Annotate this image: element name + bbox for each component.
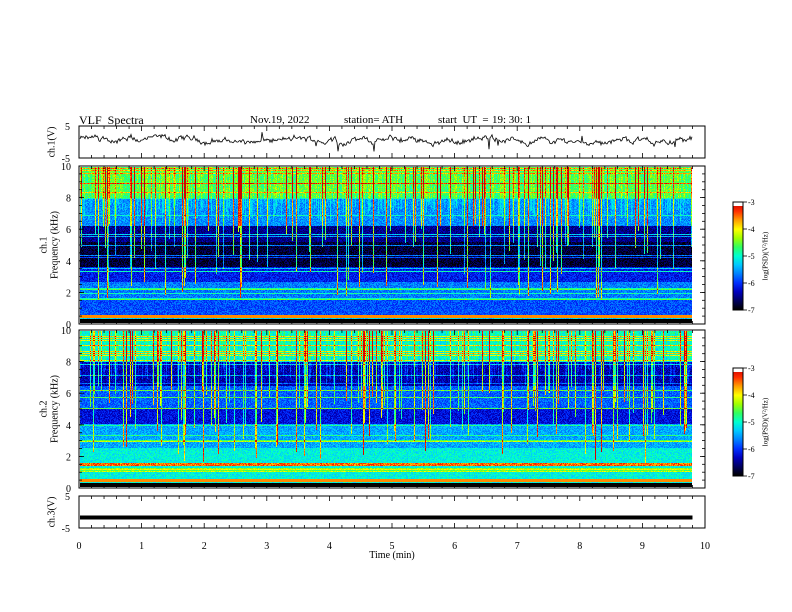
ch3-waveform-ytick-label: 5	[65, 492, 70, 503]
ch1-waveform-line	[79, 132, 693, 152]
x-tick-label: 9	[640, 541, 645, 552]
x-tick-label: 5	[390, 541, 395, 552]
ch3-waveform-ytick-label: -5	[62, 524, 70, 535]
ch2-spectrogram-ytick-label: 6	[66, 389, 71, 400]
x-tick-label: 0	[77, 541, 82, 552]
ch2-colorbar-tick-label: -3	[748, 364, 755, 373]
ch1-spectrogram-ytick-label: 4	[66, 257, 71, 268]
ch3-waveform-ylabel: ch.3(V)	[46, 497, 57, 528]
ch2-colorbar-tick-label: -6	[748, 445, 755, 454]
ch1-spectrogram-ytick-label: 2	[66, 288, 71, 299]
ch2-spectrogram-ytick-label: 0	[66, 484, 71, 495]
ch1-spectrogram-ylabel: Frequency (kHz)	[49, 211, 60, 279]
x-tick-label: 3	[264, 541, 269, 552]
ch1-colorbar-tick-label: -6	[748, 279, 755, 288]
ch1-colorbar-tick-label: -4	[748, 225, 755, 234]
x-tick-label: 6	[452, 541, 457, 552]
ch1-spectrogram-image	[80, 167, 692, 323]
ch1-spectrogram-ytick-label: 0	[66, 320, 71, 331]
ch1-colorbar-tick-label: -3	[748, 198, 755, 207]
ch1-spectrogram-frame	[78, 165, 706, 325]
ch2-spectrogram-ytick-label: 4	[66, 421, 71, 432]
ch2-spectrogram-ytick-label: 2	[66, 452, 71, 463]
ch1-colorbar	[733, 202, 743, 310]
ch2-colorbar-tick-label: -5	[748, 418, 755, 427]
x-tick-label: 4	[327, 541, 332, 552]
ch2-colorbar-frame	[732, 367, 744, 477]
ch2-colorbar-label: log(PSD)(V²/Hz)	[762, 397, 770, 446]
x-tick-label: 10	[700, 541, 710, 552]
ch1-colorbar-label: log(PSD)(V²/Hz)	[762, 231, 770, 280]
ch1-waveform-ylabel: ch.1(V)	[46, 127, 57, 158]
ch2-colorbar-tick-label: -4	[748, 391, 755, 400]
ch1-waveform-ytick-label: -5	[62, 154, 70, 165]
ch1-colorbar-tick-label: -7	[748, 306, 755, 315]
ch1-spectrogram-channel-label: ch.1	[38, 237, 49, 254]
x-tick-label: 8	[577, 541, 582, 552]
plot-title: VLF Spectra	[79, 113, 144, 127]
x-tick-label: 2	[202, 541, 207, 552]
ch1-waveform-ytick-label: 5	[65, 122, 70, 133]
ch2-spectrogram-image	[80, 331, 692, 487]
start-time: 19: 30: 1	[492, 114, 532, 126]
x-tick-label: 7	[515, 541, 520, 552]
ch2-spectrogram-ytick-label: 8	[66, 358, 71, 369]
ch2-spectrogram-ytick-label: 10	[61, 326, 71, 337]
station-label: station= ATH	[344, 114, 404, 126]
ch2-spectrogram-frame	[78, 329, 706, 489]
x-tick-label: 1	[139, 541, 144, 552]
ch2-colorbar	[733, 368, 743, 476]
start-label: start UT =	[438, 114, 489, 126]
ch2-spectrogram-channel-label: ch.2	[38, 401, 49, 418]
ch1-colorbar-tick-label: -5	[748, 252, 755, 261]
ch2-colorbar-tick-label: -7	[748, 472, 755, 481]
ch1-spectrogram-ytick-label: 8	[66, 194, 71, 205]
ch1-colorbar-frame	[732, 201, 744, 311]
x-axis-label: Time (min)	[369, 550, 414, 561]
date-label: Nov.19, 2022	[250, 114, 310, 126]
ch1-spectrogram-ytick-label: 10	[61, 162, 71, 173]
ch2-spectrogram-ylabel: Frequency (kHz)	[49, 375, 60, 443]
ch1-spectrogram-ytick-label: 6	[66, 225, 71, 236]
